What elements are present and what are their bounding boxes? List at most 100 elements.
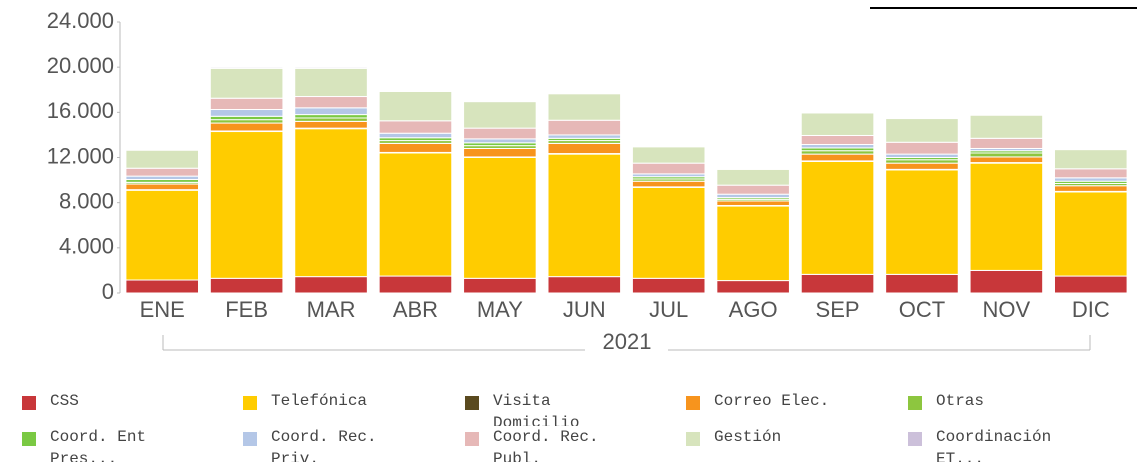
bar-segment [1053,191,1128,277]
legend-label: Gestión [714,428,782,446]
bar-segment [800,134,875,146]
x-tick-label: JUN [563,297,606,322]
legend-swatch [908,396,922,410]
legend-swatch [908,432,922,446]
x-tick-label: NOV [983,297,1031,322]
bar-segment [294,117,368,122]
bar-segment [378,132,453,139]
legend-item: Gestión [686,426,886,462]
bar-segment [463,127,537,140]
bar-segment [1053,275,1128,294]
bar-segment [463,147,537,158]
bar-segment [125,149,200,169]
bar-segment [294,66,368,69]
x-tick-label: ABR [393,297,438,322]
legend-item: Coord. Ent Pres... [22,426,222,462]
bar-segment [631,145,706,148]
x-group-label: 2021 [603,329,652,354]
bar-segment [463,100,537,103]
bar-segment [378,90,453,122]
legend-item: Otras [908,390,1108,426]
bar-segment [294,96,368,109]
bar-segment [378,152,453,277]
bar-segment [1053,148,1128,151]
legend-label: Visita Domicilio [493,392,580,426]
y-tick-label: 12.000 [47,143,114,168]
bar-segment [716,193,790,199]
bar-segment [885,153,959,159]
bar-segment [800,112,875,136]
bar-segment [1053,177,1128,182]
bar-segment [209,131,284,279]
bar-segment [209,115,284,121]
bar-segment [885,169,959,275]
legend-swatch [465,396,479,410]
bar-segment [885,273,959,294]
bar-segment [631,162,706,175]
x-tick-label: DIC [1072,297,1110,322]
bar-segment [125,149,200,151]
y-tick-label: 24.000 [47,8,114,33]
legend-swatch [243,432,257,446]
bar-segment [716,200,790,206]
legend-label: Coordinación ET... [936,428,1052,462]
bar-segment [209,66,284,69]
bar-segment [209,277,284,294]
x-tick-label: ENE [140,297,185,322]
bar-segment [969,114,1044,139]
bar-segment [969,156,1044,164]
y-tick-label: 20.000 [47,53,114,78]
y-tick-label: 0 [102,279,114,304]
bar-segment [209,122,284,132]
bar-segment [378,120,453,134]
bar-segment [294,67,368,98]
bar-segment [547,153,622,278]
bar-segment [800,111,875,114]
legend-label: Coord. Ent Pres... [50,428,147,462]
bar-segment [1053,168,1128,179]
bar-segment [547,134,622,139]
bar-segment [294,107,368,116]
bar-segment [294,128,368,278]
bar-segment [378,90,453,92]
bar-segment [800,150,875,155]
bar-segment [547,92,622,95]
bar-segment [969,152,1044,158]
bar-segment [463,138,537,144]
legend-item: Coordinación ET... [908,426,1108,462]
bar-segment [125,175,200,181]
bar-segment [631,180,706,188]
x-tick-label: OCT [899,297,945,322]
bar-segment [125,189,200,281]
bar-segment [885,141,959,155]
bar-segment [463,101,537,129]
legend-item: Visita Domicilio [465,390,665,426]
bar-segment [1053,149,1128,170]
bar-segment [969,269,1044,294]
x-tick-label: MAR [307,297,356,322]
bar-segment [547,276,622,294]
bar-segment [463,157,537,279]
bar-segment [716,205,790,282]
bar-segment [547,93,622,121]
legend-swatch [686,432,700,446]
bar-segment [631,277,706,294]
legend-item: Coord. Rec. Publ. [465,426,665,462]
legend-item: Telefónica [243,390,443,426]
bar-segment [294,276,368,294]
bar-segment [547,142,622,155]
legend-label: Coord. Rec. Publ. [493,428,599,462]
legend-item: CSS [22,390,222,426]
legend-swatch [243,396,257,410]
bar-segment [209,119,284,124]
bar-segment [800,160,875,275]
legend-label: CSS [50,392,79,410]
x-tick-label: MAY [477,297,523,322]
legend-swatch [465,432,479,446]
bar-segment [969,137,1044,149]
legend-item: Correo Elec. [686,390,886,426]
bar-segment [800,144,875,149]
bar-segment [969,114,1044,116]
bar-segment [885,118,959,143]
